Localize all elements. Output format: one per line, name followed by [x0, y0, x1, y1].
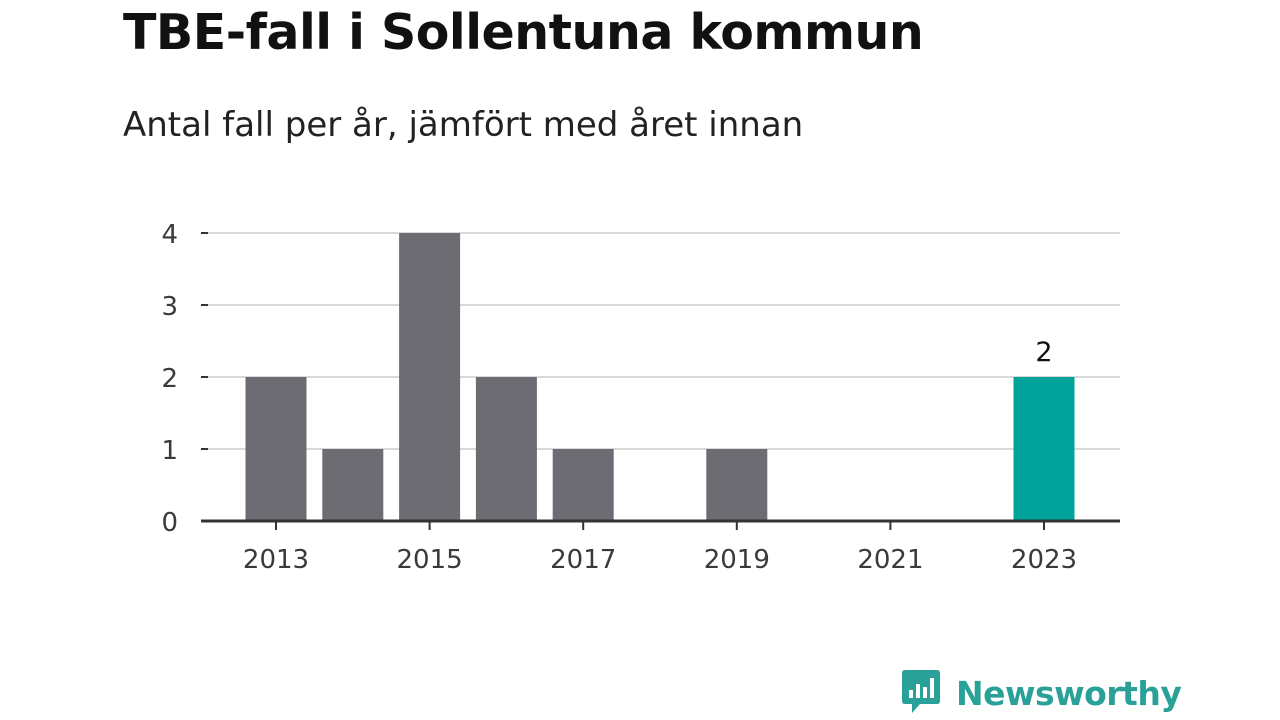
- bars: [245, 233, 1075, 521]
- y-tick-label-4: 4: [161, 220, 178, 250]
- gridlines: [201, 232, 1120, 450]
- x-axis-ticks: 2013 2015 2017 2019 2021 2023: [243, 521, 1077, 575]
- x-tick-label-2023: 2023: [1011, 545, 1077, 575]
- x-tick-label-2021: 2021: [857, 545, 923, 575]
- y-tick-label-0: 0: [161, 508, 178, 538]
- x-tick-label-2013: 2013: [243, 545, 309, 575]
- x-tick-label-2015: 2015: [397, 545, 463, 575]
- bar-chart-speech-bubble-icon: [900, 668, 942, 718]
- x-tick-label-2017: 2017: [550, 545, 616, 575]
- newsworthy-logo: Newsworthy: [900, 668, 1182, 718]
- bar-2015: [399, 233, 461, 521]
- data-labels: 2: [1035, 337, 1052, 368]
- y-tick-label-1: 1: [161, 436, 178, 466]
- bar-2019: [706, 449, 768, 521]
- chart-subtitle: Antal fall per år, jämfört med året inna…: [123, 105, 804, 145]
- y-tick-label-2: 2: [161, 364, 178, 394]
- chart-title: TBE-fall i Sollentuna kommun: [123, 4, 924, 61]
- y-axis-ticks: 0 1 2 3 4: [161, 220, 208, 538]
- x-tick-label-2019: 2019: [704, 545, 770, 575]
- bar-2023: [1013, 377, 1075, 521]
- bar-2014: [322, 449, 384, 521]
- bar-2017: [552, 449, 614, 521]
- y-tick-label-3: 3: [161, 292, 178, 322]
- bar-2016: [475, 377, 537, 521]
- brand-name: Newsworthy: [956, 673, 1182, 713]
- bar-2013: [245, 377, 307, 521]
- data-label-2023: 2: [1035, 337, 1052, 368]
